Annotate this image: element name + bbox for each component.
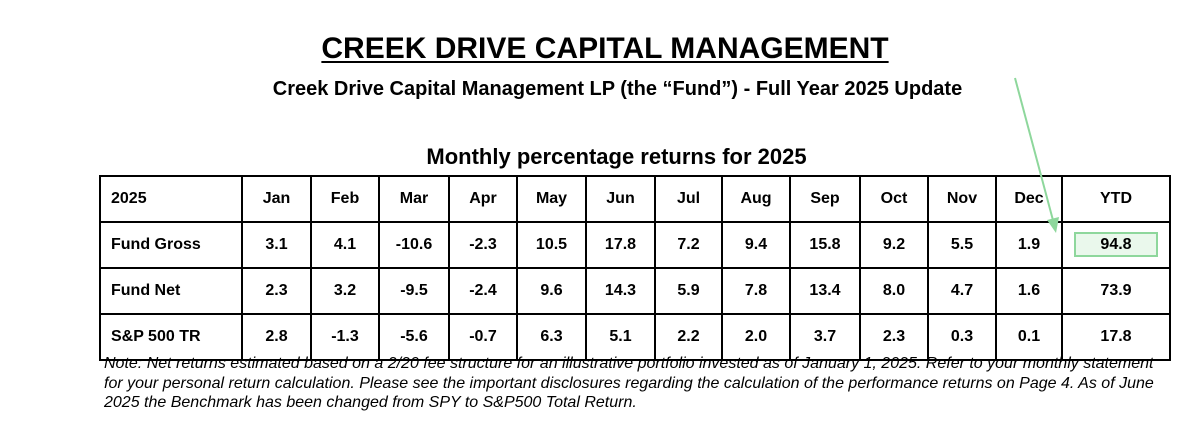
- column-header: Mar: [378, 175, 450, 223]
- table-cell: 4.7: [927, 267, 997, 315]
- returns-table: 2025 Jan Feb Mar Apr May Jun Jul Aug Sep…: [99, 175, 1171, 361]
- table-cell: 3.7: [789, 313, 861, 361]
- table-cell: 14.3: [585, 267, 656, 315]
- table-cell: 7.2: [654, 221, 723, 269]
- column-header: Jun: [585, 175, 656, 223]
- row-label: Fund Net: [99, 267, 243, 315]
- table-cell: 2.3: [241, 267, 312, 315]
- ytd-value: 94.8: [1100, 236, 1132, 253]
- table-cell: 2.0: [721, 313, 791, 361]
- column-header: Aug: [721, 175, 791, 223]
- row-label: S&P 500 TR: [99, 313, 243, 361]
- table-cell: 9.4: [721, 221, 791, 269]
- document-subtitle: Creek Drive Capital Management LP (the “…: [272, 78, 963, 100]
- table-cell: 5.5: [927, 221, 997, 269]
- table-cell: 5.1: [585, 313, 656, 361]
- table-cell: 3.1: [241, 221, 312, 269]
- table-cell: 4.1: [310, 221, 380, 269]
- table-cell: 10.5: [516, 221, 587, 269]
- column-header: 2025: [99, 175, 243, 223]
- table-cell: 2.2: [654, 313, 723, 361]
- column-header: Feb: [310, 175, 380, 223]
- table-cell: 8.0: [859, 267, 929, 315]
- table-title: Monthly percentage returns for 2025: [426, 144, 807, 169]
- table-cell: -1.3: [310, 313, 380, 361]
- table-cell: 9.6: [516, 267, 587, 315]
- table-cell: 0.1: [995, 313, 1063, 361]
- table-cell: 73.9: [1061, 267, 1171, 315]
- column-header: Jul: [654, 175, 723, 223]
- table-cell: -9.5: [378, 267, 450, 315]
- table-cell: 13.4: [789, 267, 861, 315]
- table-row: S&P 500 TR 2.8 -1.3 -5.6 -0.7 6.3 5.1 2.…: [99, 313, 1171, 361]
- column-header: YTD: [1061, 175, 1171, 223]
- column-header: Apr: [448, 175, 518, 223]
- table-cell: 2.3: [859, 313, 929, 361]
- table-cell: 5.9: [654, 267, 723, 315]
- column-header: Sep: [789, 175, 861, 223]
- ytd-highlight-cell: 94.8: [1061, 221, 1171, 269]
- table-cell: 15.8: [789, 221, 861, 269]
- table-cell: 1.6: [995, 267, 1063, 315]
- table-cell: 3.2: [310, 267, 380, 315]
- column-header: Nov: [927, 175, 997, 223]
- table-cell: -10.6: [378, 221, 450, 269]
- column-header: Dec: [995, 175, 1063, 223]
- table-cell: 17.8: [585, 221, 656, 269]
- table-cell: 7.8: [721, 267, 791, 315]
- document-title: CREEK DRIVE CAPITAL MANAGEMENT: [321, 32, 889, 65]
- table-row: Fund Gross 3.1 4.1 -10.6 -2.3 10.5 17.8 …: [99, 221, 1171, 269]
- table-cell: 17.8: [1061, 313, 1171, 361]
- footnote: Note: Net returns estimated based on a 2…: [104, 355, 1154, 411]
- table-cell: 9.2: [859, 221, 929, 269]
- table-cell: -0.7: [448, 313, 518, 361]
- table-cell: 6.3: [516, 313, 587, 361]
- column-header: Oct: [859, 175, 929, 223]
- table-cell: -2.3: [448, 221, 518, 269]
- table-row: Fund Net 2.3 3.2 -9.5 -2.4 9.6 14.3 5.9 …: [99, 267, 1171, 315]
- highlight-box: [1074, 232, 1158, 257]
- table-cell: 0.3: [927, 313, 997, 361]
- header-row: 2025 Jan Feb Mar Apr May Jun Jul Aug Sep…: [99, 175, 1171, 223]
- table-cell: 2.8: [241, 313, 312, 361]
- row-label: Fund Gross: [99, 221, 243, 269]
- table-cell: -2.4: [448, 267, 518, 315]
- column-header: May: [516, 175, 587, 223]
- column-header: Jan: [241, 175, 312, 223]
- table-cell: 1.9: [995, 221, 1063, 269]
- table-cell: -5.6: [378, 313, 450, 361]
